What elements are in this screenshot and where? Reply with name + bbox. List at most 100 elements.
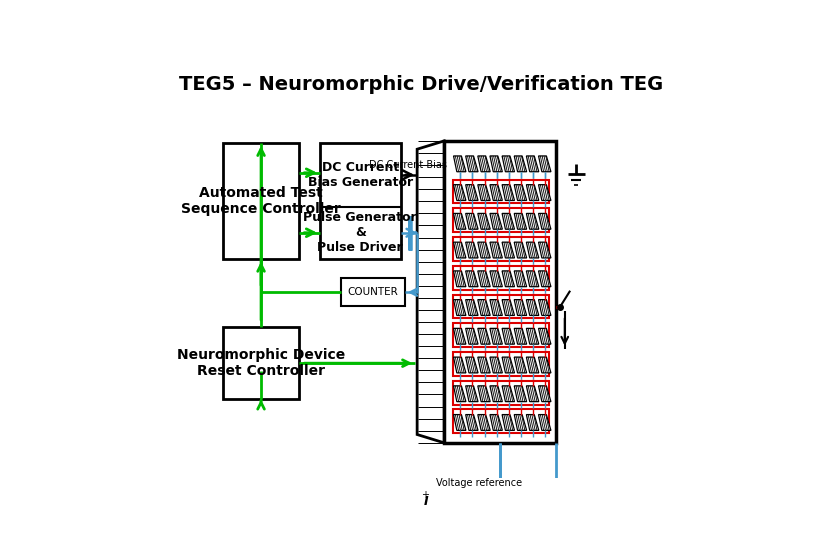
Text: DC Current Bias: DC Current Bias [369,159,447,170]
Polygon shape [478,386,490,402]
Polygon shape [526,328,538,344]
Polygon shape [454,415,466,430]
Polygon shape [538,300,551,315]
Polygon shape [466,271,478,287]
Polygon shape [502,156,515,172]
Polygon shape [478,185,490,200]
Polygon shape [515,242,527,258]
Polygon shape [538,386,551,402]
Bar [453,237,548,261]
Polygon shape [515,357,527,373]
Polygon shape [502,213,515,229]
Polygon shape [515,156,527,172]
Polygon shape [454,213,466,229]
Text: +: + [422,490,429,500]
Polygon shape [490,300,502,315]
Polygon shape [454,156,466,172]
Bar [453,266,548,289]
Polygon shape [466,242,478,258]
Polygon shape [515,213,527,229]
Polygon shape [538,357,551,373]
Polygon shape [478,156,490,172]
Polygon shape [466,415,478,430]
Polygon shape [454,300,466,315]
Polygon shape [478,242,490,258]
Polygon shape [538,156,551,172]
Text: Pulse Generator
&
Pulse Driver: Pulse Generator & Pulse Driver [303,211,417,254]
Polygon shape [526,185,538,200]
Polygon shape [490,271,502,287]
Bar [453,295,548,318]
Polygon shape [526,242,538,258]
Text: Neuromorphic Device
Reset Controller: Neuromorphic Device Reset Controller [177,348,345,378]
Polygon shape [502,242,515,258]
Polygon shape [415,485,434,512]
Polygon shape [515,386,527,402]
Polygon shape [526,271,538,287]
Polygon shape [502,357,515,373]
Polygon shape [466,185,478,200]
Polygon shape [515,415,527,430]
Bar [453,352,548,376]
Bar [453,381,548,404]
Polygon shape [478,415,490,430]
Polygon shape [526,213,538,229]
Polygon shape [538,415,551,430]
Polygon shape [478,300,490,315]
Polygon shape [478,357,490,373]
Polygon shape [538,185,551,200]
Bar [453,410,548,433]
Polygon shape [502,415,515,430]
Bar [223,327,299,400]
Polygon shape [490,185,502,200]
Polygon shape [515,185,527,200]
Polygon shape [478,271,490,287]
Polygon shape [454,357,466,373]
Polygon shape [490,415,502,430]
Polygon shape [502,328,515,344]
Polygon shape [466,328,478,344]
Polygon shape [490,213,502,229]
Polygon shape [502,185,515,200]
Polygon shape [515,328,527,344]
Polygon shape [490,156,502,172]
Polygon shape [454,185,466,200]
Bar [453,208,548,232]
Bar [320,143,400,259]
Polygon shape [454,242,466,258]
Polygon shape [454,271,466,287]
Bar [453,179,548,204]
Polygon shape [502,386,515,402]
Text: I: I [424,495,428,508]
Polygon shape [417,141,444,443]
Bar [453,323,548,347]
Text: Automated Test
Sequence Controller: Automated Test Sequence Controller [181,186,341,216]
Polygon shape [526,357,538,373]
Polygon shape [466,357,478,373]
Bar [444,141,556,443]
Polygon shape [478,213,490,229]
Text: TEG5 – Neuromorphic Drive/Verification TEG: TEG5 – Neuromorphic Drive/Verification T… [179,75,663,94]
Polygon shape [466,156,478,172]
Polygon shape [538,271,551,287]
Polygon shape [454,328,466,344]
Text: Voltage reference: Voltage reference [436,478,522,488]
Polygon shape [502,271,515,287]
Polygon shape [466,300,478,315]
Polygon shape [466,213,478,229]
Polygon shape [538,328,551,344]
Polygon shape [538,242,551,258]
Polygon shape [526,415,538,430]
Polygon shape [515,271,527,287]
Polygon shape [466,386,478,402]
Text: DC Current
Bias Generator: DC Current Bias Generator [307,161,413,189]
Polygon shape [515,300,527,315]
Polygon shape [490,328,502,344]
Bar [223,143,299,259]
Bar [340,278,404,306]
Text: COUNTER: COUNTER [348,287,398,297]
Polygon shape [502,300,515,315]
Polygon shape [526,300,538,315]
Polygon shape [538,213,551,229]
Polygon shape [490,357,502,373]
